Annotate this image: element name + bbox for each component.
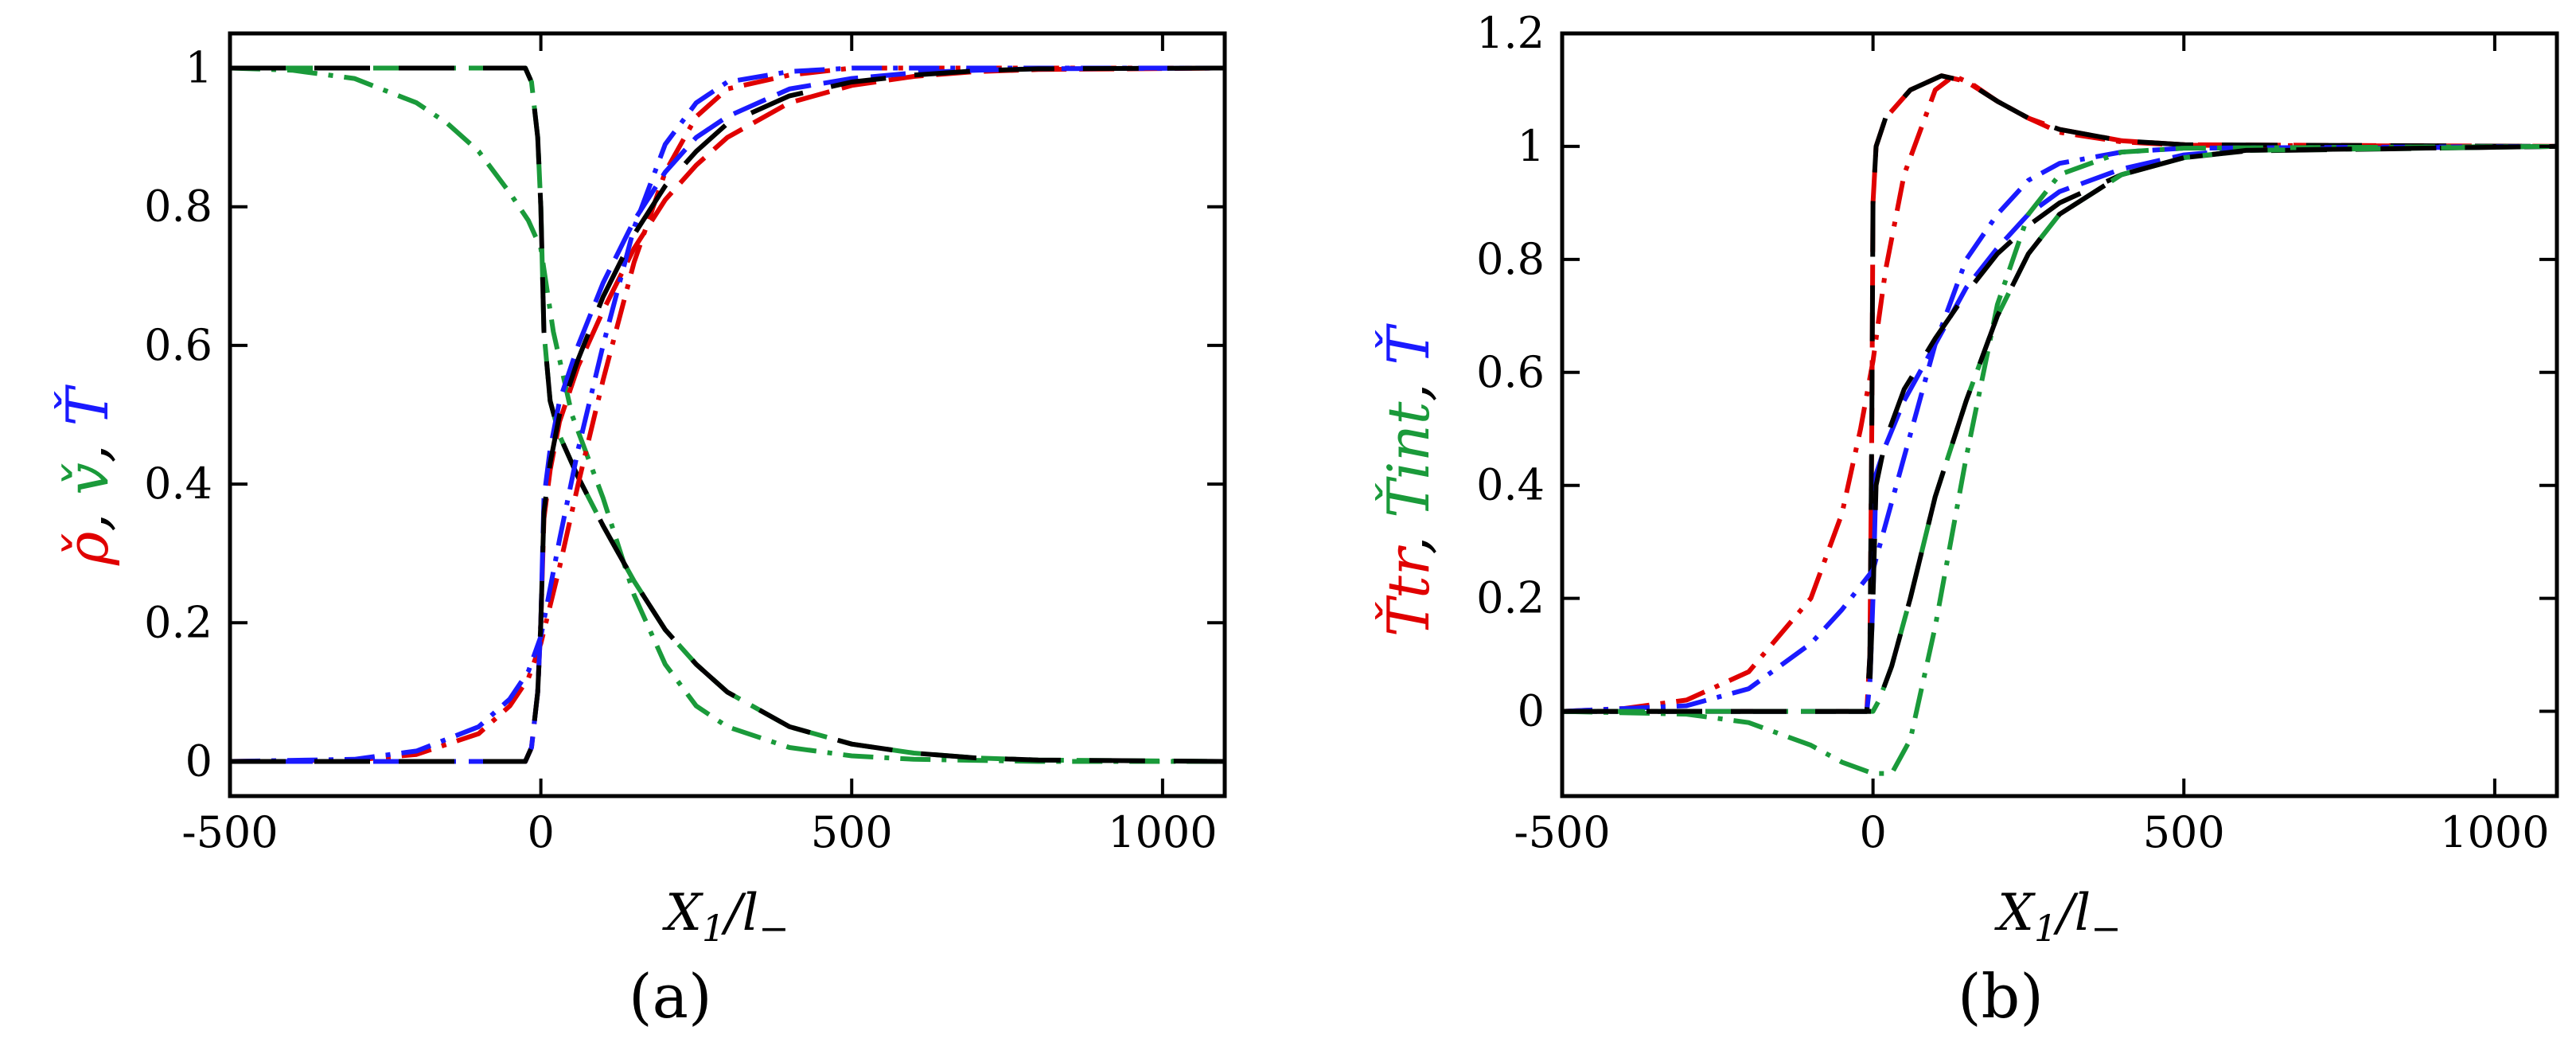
panel-b-xtick-label-1: 0 [1859,807,1886,857]
panel-a-ytick-label-4: 0.8 [144,182,212,232]
panel-a-ylabel-T: Ť [53,384,121,426]
panel-b-series-Tint-ref-black [1562,143,2557,714]
panel-a-ylabel: ρ̌, v̌, Ť [53,384,121,566]
panel-b-ylabel-Tint: Ťint [1374,400,1442,517]
panel-b-xtick-label-2: 500 [2143,807,2225,857]
panel-a-label: (a) [629,961,712,1032]
panel-a-series-rho-model [230,65,1225,764]
panel-b-ylabel: Ťtr, Ťint, Ť [1374,323,1442,637]
panel-a-xtick-label-0: -500 [181,807,278,857]
panel-b-frame [1560,31,2559,798]
panel-b-series-Ttr-ref-black [1562,73,2557,714]
panel-b-xticks: -500 0 500 1000 [1514,33,2550,857]
panel-a-xtick-label-3: 1000 [1108,807,1217,857]
panel-a-frame [228,31,1227,798]
panel-b-xlabel: X1/l− [1993,884,2121,950]
panel-a-ytick-label-0: 0 [185,736,212,786]
panel-a-ylabel-rho: ρ̌ [54,532,121,566]
panel-a-yticks: 0 0.2 0.4 0.6 0.8 1 [144,43,1225,786]
panel-b-series-Tint-model [1562,143,2557,776]
panel-a-series-T-model [230,65,1225,764]
panel-b-series [1562,73,2557,776]
panel-b-series-Ttr-model [1562,73,2557,714]
panel-a-series-v-ref-black [230,65,1225,764]
panel-b-ytick-label-1: 0.2 [1476,573,1545,623]
panel-b-xtick-label-0: -500 [1514,807,1610,857]
panel-a-series-v-model [230,65,1225,764]
panel-b-ytick-label-0: 0 [1518,686,1545,736]
panel-b-ylabel-sep1: , [1375,518,1442,555]
panel-a-series-T-ref [230,65,1225,764]
panel-b-ytick-label-5: 1 [1518,121,1545,171]
panel-b-ylabel-T: Ť [1374,323,1442,365]
panel-b-ytick-label-2: 0.4 [1476,460,1545,510]
panel-a-ytick-label-5: 1 [185,43,212,93]
panel-a-series [230,65,1225,764]
panel-a-xticks: -500 0 500 1000 [181,33,1218,857]
panel-b-label: (b) [1958,961,2044,1032]
panel-b-ytick-label-3: 0.6 [1476,347,1545,397]
panel-a-series-ref-black [230,65,1225,764]
panel-a-ytick-label-1: 0.2 [144,597,212,647]
panel-a-ylabel-v: v̌ [54,463,121,495]
panel-a-xtick-label-1: 0 [527,807,554,857]
panel-b: -500 0 500 1000 0 0.2 0.4 0.6 0.8 1 1.2 X1/l− (b)… [1374,8,2559,1032]
panel-b-ylabel-Ttr: Ťtr [1374,545,1442,637]
panel-b-ylabel-sep2: , [1375,365,1442,402]
panel-b-ytick-label-6: 1.2 [1476,8,1545,58]
panel-a-ylabel-sep2: , [54,426,121,463]
panel-b-ytick-label-4: 0.8 [1476,234,1545,284]
panel-b-yticks: 0 0.2 0.4 0.6 0.8 1 1.2 [1476,8,2557,736]
panel-a-xlabel: X1/l− [661,884,789,950]
panel-a-ytick-label-3: 0.6 [144,320,212,370]
panel-b-xtick-label-3: 1000 [2440,807,2549,857]
panel-a: -500 0 500 1000 0 0.2 0.4 0.6 0.8 1 X1/l− (a) ρ̌… [53,31,1227,1032]
panel-a-ylabel-sep1: , [54,495,121,532]
panel-a-ytick-label-2: 0.4 [144,459,212,509]
panel-a-xtick-label-2: 500 [811,807,893,857]
